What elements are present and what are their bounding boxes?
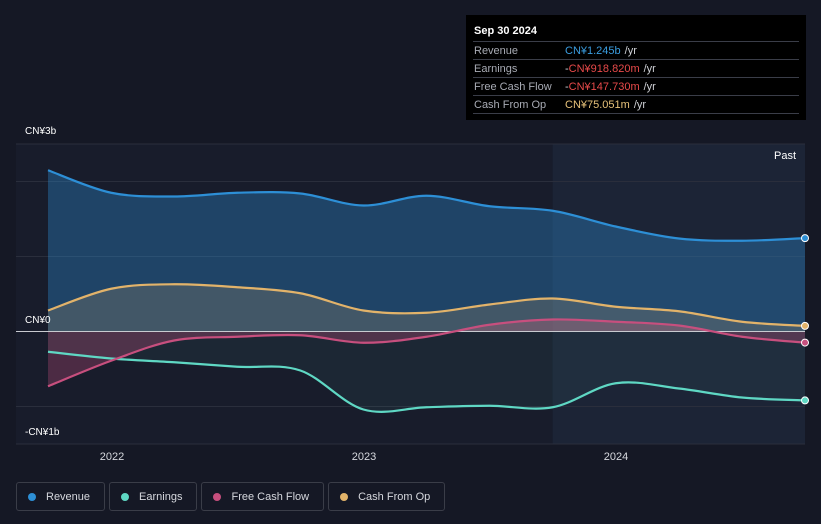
legend-dot-icon (28, 492, 36, 501)
tooltip-date: Sep 30 2024 (474, 25, 537, 37)
past-region (552, 144, 805, 444)
tooltip-unit: /yr (624, 44, 637, 57)
legend-earnings[interactable]: Earnings (109, 482, 198, 511)
y-tick-label: CN¥3b (25, 126, 57, 137)
tooltip-label: Revenue (474, 44, 519, 57)
legend-free-cash-flow[interactable]: Free Cash Flow (201, 482, 325, 511)
line-cash-from-op (47, 283, 806, 327)
legend-label: Cash From Op (358, 490, 431, 503)
tooltip-row-revenue: Revenue CN¥1.245b /yr (473, 41, 799, 59)
tooltip-value: -CN¥147.730m (565, 80, 640, 93)
tooltip-label: Free Cash Flow (474, 80, 552, 93)
tooltip-unit: /yr (633, 98, 647, 111)
y-tick-label: CN¥0 (25, 315, 51, 326)
endpoint-marker (801, 338, 809, 347)
line-earnings (47, 350, 806, 413)
area-revenue (48, 170, 805, 332)
legend: Revenue Earnings Free Cash Flow Cash From O… (16, 482, 446, 511)
endpoint-marker (801, 321, 809, 330)
tooltip-unit: /yr (643, 62, 656, 75)
line-free-cash-flow (47, 318, 806, 388)
legend-revenue[interactable]: Revenue (16, 482, 106, 511)
tooltip-label: Cash From Op (474, 98, 547, 111)
line-revenue (47, 169, 806, 242)
area-earnings (48, 331, 805, 412)
tooltip-value: CN¥1.245b (565, 44, 621, 57)
legend-cash-from-op[interactable]: Cash From Op (328, 482, 446, 511)
endpoint-marker (801, 396, 809, 405)
tooltip-unit: /yr (643, 80, 656, 93)
legend-label: Free Cash Flow (231, 490, 310, 503)
legend-label: Earnings (139, 490, 183, 503)
legend-label: Revenue (46, 490, 91, 503)
legend-dot-icon (340, 492, 349, 501)
area-cash-from-op (48, 284, 805, 332)
tooltip: Sep 30 2024 Revenue CN¥1.245b /yr Earnin… (466, 15, 806, 120)
tooltip-label: Earnings (474, 62, 518, 75)
past-label: Past (774, 150, 797, 162)
x-tick-label: 2022 (99, 451, 125, 463)
tooltip-row-earnings: Earnings -CN¥918.820m /yr (473, 59, 799, 77)
legend-dot-icon (121, 492, 130, 501)
tooltip-row-cash-from-op: Cash From Op CN¥75.051m /yr (473, 95, 799, 114)
x-tick-label: 2023 (351, 451, 377, 463)
endpoint-marker (801, 234, 809, 243)
tooltip-value: -CN¥918.820m (565, 62, 640, 75)
y-tick-label: -CN¥1b (25, 427, 60, 438)
tooltip-value: CN¥75.051m (565, 98, 630, 111)
tooltip-row-free-cash-flow: Free Cash Flow -CN¥147.730m /yr (473, 77, 799, 95)
legend-dot-icon (213, 492, 222, 501)
x-tick-label: 2024 (603, 451, 629, 463)
